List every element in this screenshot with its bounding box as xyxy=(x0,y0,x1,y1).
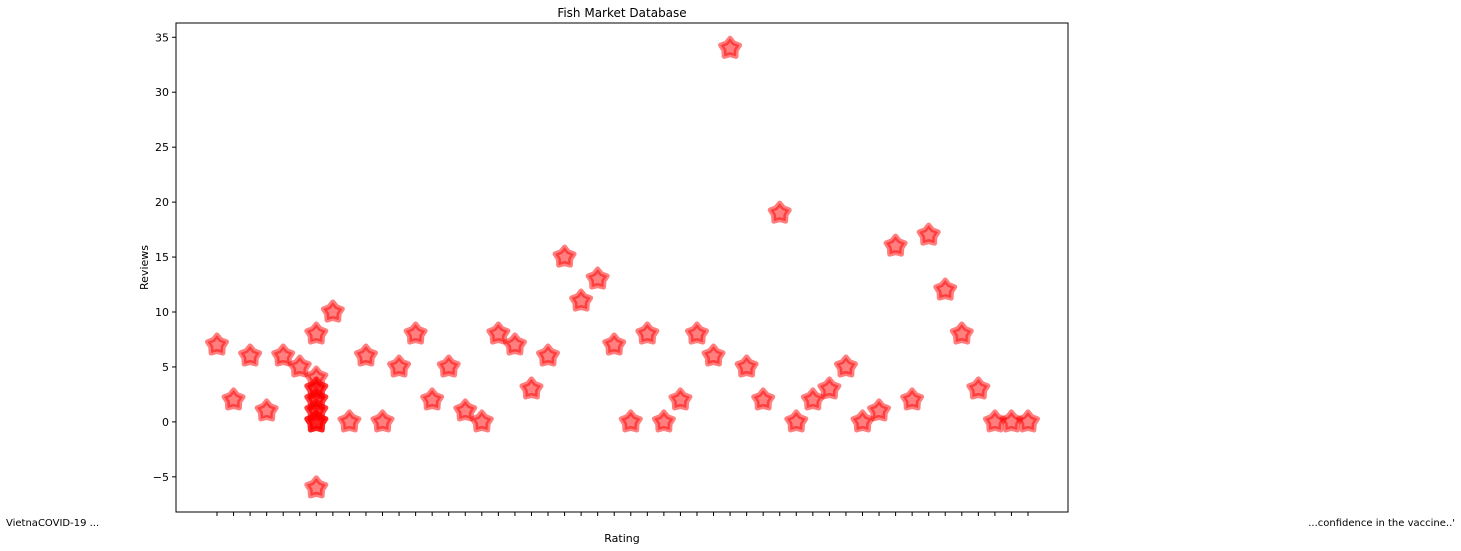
chart-title: Fish Market Database xyxy=(557,6,686,20)
x-axis xyxy=(216,512,1029,516)
y-tick-label: 30 xyxy=(155,86,169,99)
data-points xyxy=(204,35,1041,499)
data-point xyxy=(304,475,329,499)
data-point xyxy=(287,354,312,378)
data-point xyxy=(1015,409,1041,433)
y-tick-label: 15 xyxy=(155,251,169,264)
y-tick-label: 10 xyxy=(155,306,169,319)
data-point xyxy=(867,398,892,422)
data-point xyxy=(304,321,329,345)
data-point xyxy=(966,376,991,400)
y-axis: −5 0 5 10 15 20 25 30 35 xyxy=(153,31,176,484)
data-point xyxy=(635,321,660,345)
plot-frame xyxy=(175,22,1069,513)
data-point xyxy=(552,244,577,268)
data-point xyxy=(304,409,329,433)
y-tick-label: 25 xyxy=(155,141,169,154)
data-point xyxy=(238,343,263,367)
y-axis-label: Reviews xyxy=(138,245,151,290)
data-point xyxy=(767,200,792,224)
data-point xyxy=(618,409,643,433)
data-point xyxy=(204,332,230,356)
data-point xyxy=(387,354,412,378)
data-point xyxy=(403,321,428,345)
data-point xyxy=(933,277,958,301)
data-point xyxy=(916,222,941,246)
data-point xyxy=(502,332,527,356)
data-point xyxy=(254,398,279,422)
y-tick-label: 35 xyxy=(155,31,169,44)
data-point xyxy=(271,343,296,367)
data-point xyxy=(453,398,478,422)
data-point xyxy=(701,343,726,367)
x-tick-labels-left: VietnaCOVID-19 ... xyxy=(6,518,99,529)
y-tick-label: −5 xyxy=(153,471,169,484)
data-point xyxy=(949,321,974,345)
data-point xyxy=(337,409,362,433)
data-point xyxy=(602,332,627,356)
data-point xyxy=(751,387,776,411)
data-point xyxy=(585,266,610,290)
data-point xyxy=(850,409,875,433)
data-point xyxy=(420,387,445,411)
y-tick-label: 0 xyxy=(162,416,169,429)
data-point xyxy=(800,387,825,411)
data-point xyxy=(784,409,809,433)
data-point xyxy=(833,354,858,378)
data-point xyxy=(718,35,743,59)
x-axis-label: Rating xyxy=(604,532,639,545)
data-point xyxy=(469,409,494,433)
data-point xyxy=(569,288,594,312)
data-point xyxy=(684,321,709,345)
data-point xyxy=(651,409,676,433)
data-point xyxy=(519,376,544,400)
y-tick-label: 20 xyxy=(155,196,169,209)
data-point xyxy=(817,376,842,400)
y-tick-label: 5 xyxy=(162,361,169,374)
data-point xyxy=(353,343,378,367)
data-point xyxy=(221,387,246,411)
data-point xyxy=(883,233,908,257)
data-point xyxy=(668,387,693,411)
data-point xyxy=(486,321,511,345)
data-point xyxy=(536,343,561,367)
data-point xyxy=(320,299,345,323)
data-point xyxy=(734,354,759,378)
data-point xyxy=(370,409,395,433)
x-tick-labels-right: ...confidence in the vaccine..' xyxy=(1308,518,1455,529)
data-point xyxy=(900,387,925,411)
data-point xyxy=(436,354,461,378)
